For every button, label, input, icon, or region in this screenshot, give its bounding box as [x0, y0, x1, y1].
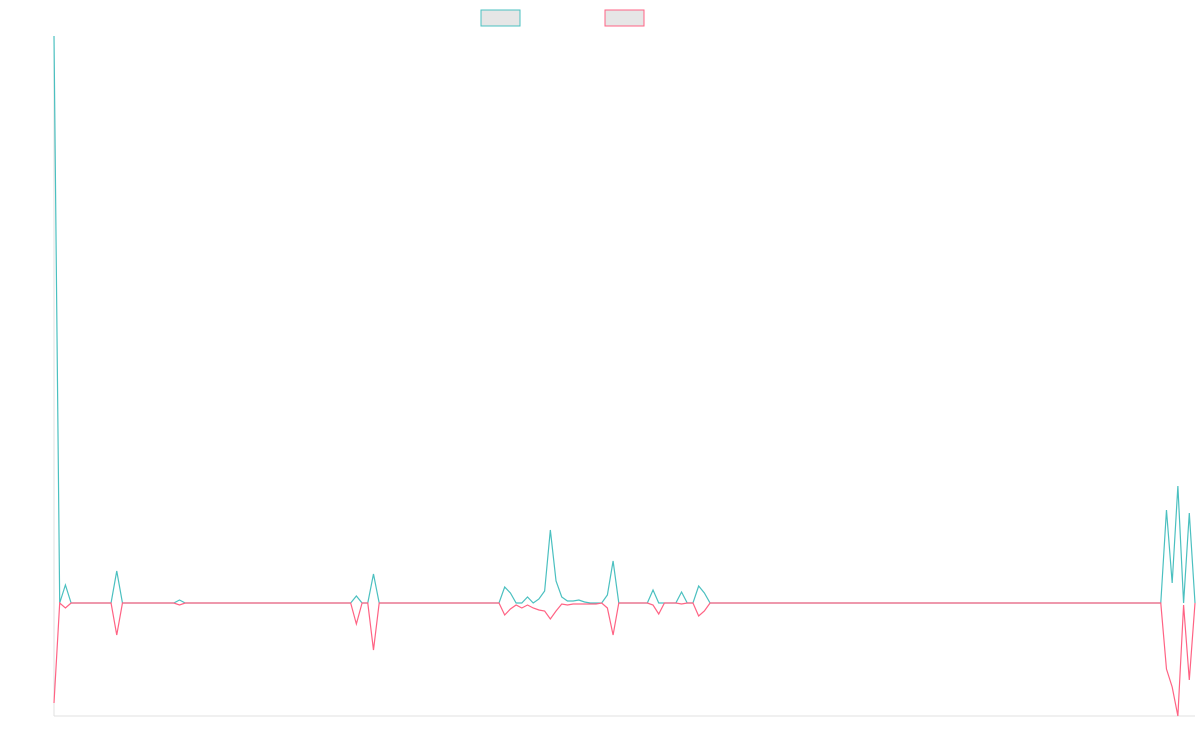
legend-swatch [480, 9, 521, 27]
series-line [53, 35, 1196, 604]
legend-swatch [604, 9, 645, 27]
series-line [53, 601, 1196, 717]
